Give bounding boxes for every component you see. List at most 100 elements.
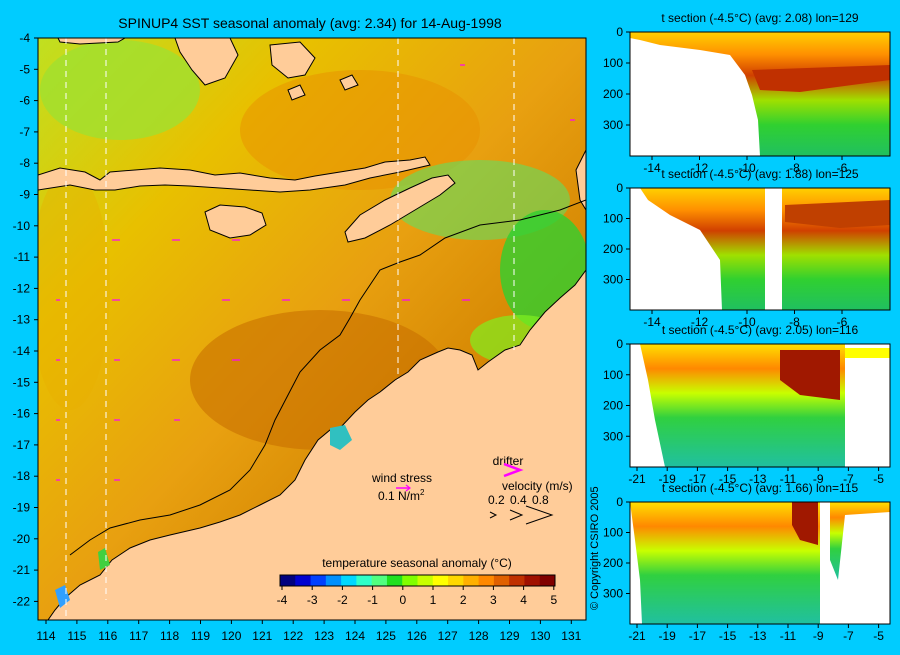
map-area (38, 38, 586, 620)
section-title: t section (-4.5°C) (avg: 1.88) lon=125 (661, 167, 859, 181)
section-x-tick-label: -8 (789, 161, 800, 175)
colorbar-swatch (432, 575, 449, 586)
colorbar-tick-label: 3 (490, 593, 497, 607)
section-x-tick-label: -7 (843, 472, 854, 486)
section-x-tick-label: -14 (643, 161, 661, 175)
drifter-velocity-label: velocity (m/s) (502, 479, 573, 493)
flores-sea-island (269, 41, 316, 79)
section-x-tick-label: -5 (873, 629, 884, 643)
section-x-tick-label: -11 (780, 629, 797, 643)
section-x-tick-label: -15 (719, 472, 737, 486)
colorbar-swatch (325, 575, 342, 586)
section-x-tick-label: -13 (749, 629, 767, 643)
lon-tick-label: 115 (67, 629, 86, 643)
colorbar-tick-label: -3 (307, 593, 318, 607)
lat-tick-label: -8 (19, 156, 30, 170)
depth-tick-label: 100 (603, 56, 623, 70)
lon-tick-label: 131 (561, 629, 581, 643)
lon-tick-label: 120 (221, 629, 241, 643)
depth-tick-label: 0 (616, 495, 623, 509)
colorbar-swatch (448, 575, 464, 586)
cool-anomaly-blob (38, 170, 110, 410)
section-x-tick-label: -10 (738, 161, 756, 175)
latitude-axis: -4 -5 -6 -7 -8 -9 -10 -11 -12 -13 -14 -15 -16 -17 -18 -… (13, 31, 38, 608)
section-x-tick-label: -21 (628, 472, 646, 486)
colorbar-swatch (295, 575, 312, 586)
colorbar-swatch (341, 575, 357, 586)
lat-tick-label: -6 (19, 94, 30, 108)
small-island (339, 74, 359, 91)
drifter-arrow-large-icon (525, 505, 554, 525)
section-x-tick-label: -17 (689, 472, 707, 486)
lat-tick-label: -12 (13, 281, 31, 295)
colorbar-swatch (463, 575, 480, 586)
depth-tick-label: 0 (616, 25, 623, 39)
section-x-tick-label: -8 (789, 315, 800, 329)
lon-tick-label: 124 (345, 629, 365, 643)
colorbar: temperature seasonal anomaly (°C) -4 -3 -2… (277, 556, 558, 607)
lat-tick-label: -5 (19, 62, 30, 76)
section-hot-core (752, 65, 890, 92)
lon-tick-label: 118 (160, 629, 179, 643)
colorbar-swatch (478, 575, 495, 586)
wind-stress-legend: wind stress 0.1 N/m2 (371, 471, 432, 503)
depth-tick-label: 100 (603, 212, 623, 226)
section-panel-3: t section (-4.5°C) (avg: 2.05) lon=116 (629, 323, 891, 468)
section-x-tick-label: -21 (628, 629, 646, 643)
lon-tick-label: 129 (499, 629, 519, 643)
lon-tick-label: 125 (376, 629, 396, 643)
lat-tick-label: -17 (13, 438, 31, 452)
depth-tick-label: 100 (603, 368, 623, 382)
colorbar-tick-label: 2 (460, 593, 467, 607)
section-surface-patch (830, 502, 890, 580)
lat-tick-label: -7 (19, 125, 30, 139)
lon-tick-label: 114 (36, 629, 55, 643)
depth-tick-label: 100 (603, 526, 623, 540)
sumba-island (204, 204, 267, 239)
section-x-tick-label: -6 (837, 315, 848, 329)
depth-tick-label: 0 (616, 337, 623, 351)
section-x-tick-label: -19 (659, 629, 677, 643)
colorbar-swatch (402, 575, 418, 586)
cool-anomaly-blob (40, 40, 200, 140)
section-panel-2: t section (-4.5°C) (avg: 1.88) lon=125 (629, 167, 891, 311)
section-x-tick-label: -11 (780, 472, 797, 486)
coastal-cool-patch (98, 548, 110, 570)
section-x-tick-label: -10 (738, 315, 756, 329)
borneo-coast (57, 38, 127, 45)
colorbar-swatch (493, 575, 510, 586)
section-x-tick-label: -7 (843, 629, 854, 643)
drifter-arrow-small-icon (489, 511, 498, 519)
colorbar-tick-label: 4 (520, 593, 527, 607)
colorbar-swatches (280, 575, 556, 586)
lon-tick-label: 122 (283, 629, 303, 643)
colorbar-swatch (356, 575, 373, 586)
colorbar-swatch (386, 575, 403, 586)
depth-tick-label: 300 (603, 587, 623, 601)
section-field (630, 502, 820, 624)
section-hot-core (785, 200, 890, 228)
depth-tick-label: 300 (603, 429, 623, 443)
timor-island (344, 174, 456, 243)
lon-tick-label: 130 (530, 629, 550, 643)
section-x-tick-label: -9 (813, 629, 824, 643)
section-x-tick-label: -12 (691, 161, 709, 175)
section-field (630, 32, 890, 156)
section-x-tick-label: -13 (749, 472, 767, 486)
drifter-arrow-medium-icon (509, 509, 524, 521)
colorbar-swatch (371, 575, 388, 586)
colorbar-title: temperature seasonal anomaly (°C) (322, 556, 512, 570)
wind-stress-arrowhead-icon (405, 484, 411, 492)
map-title: SPINUP4 SST seasonal anomaly (avg: 2.34)… (118, 15, 502, 31)
colorbar-tick-label: -1 (367, 593, 378, 607)
colorbar-ticks: -4 -3 -2 -1 0 1 2 3 4 5 (277, 586, 557, 607)
lon-tick-label: 117 (129, 629, 148, 643)
section-surface-patch (845, 348, 890, 358)
section-x-tick-label: -9 (813, 472, 824, 486)
colorbar-swatch (417, 575, 434, 586)
lat-tick-label: -16 (13, 407, 31, 421)
section-x-tick-label: -17 (689, 629, 707, 643)
colorbar-tick-label: -2 (337, 593, 348, 607)
wind-stress-label: wind stress (371, 471, 432, 485)
